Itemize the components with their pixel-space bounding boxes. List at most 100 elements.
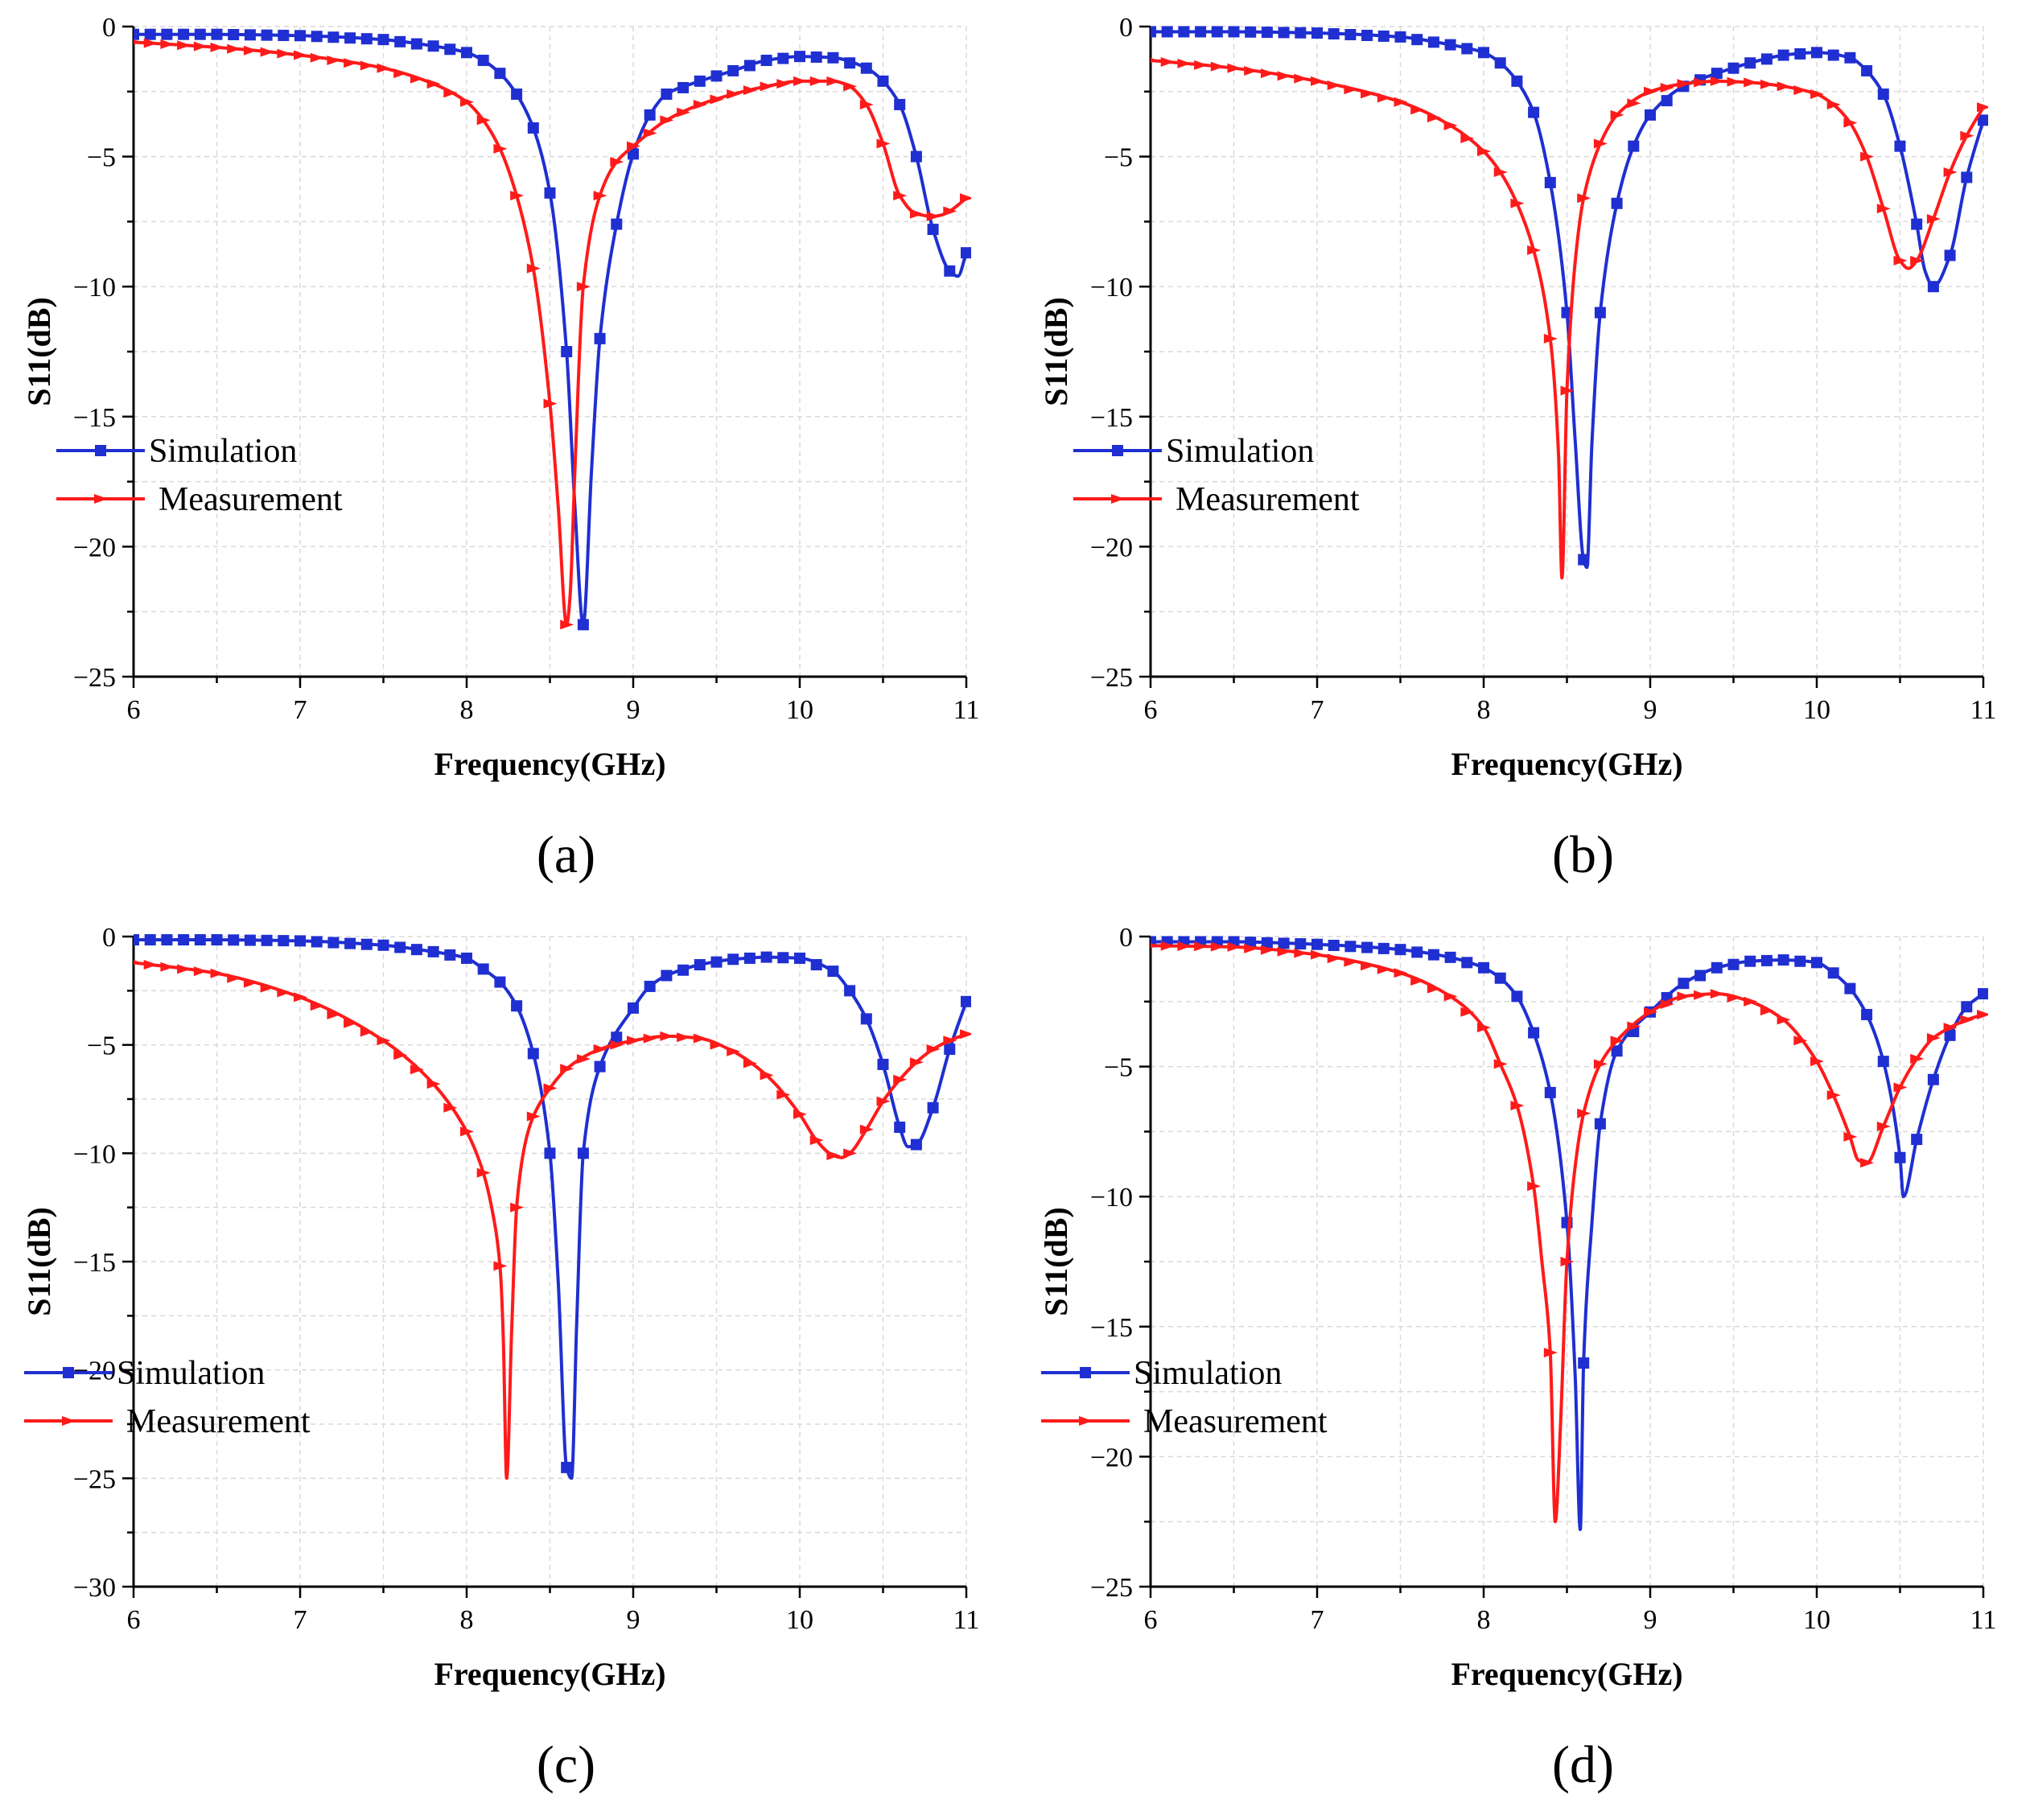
series-line-measurement — [1151, 944, 1984, 1524]
data-point — [1876, 204, 1891, 214]
data-point — [1893, 1082, 1908, 1093]
data-point — [1578, 1357, 1590, 1369]
data-point — [1210, 941, 1225, 952]
data-point — [177, 40, 191, 51]
data-point — [909, 208, 924, 219]
data-point — [927, 224, 939, 236]
data-point — [1711, 961, 1723, 974]
data-point — [1278, 937, 1290, 949]
data-point — [827, 966, 839, 978]
x-tick-label: 7 — [1311, 1605, 1324, 1635]
data-point — [161, 934, 173, 946]
data-point — [827, 51, 839, 64]
data-point — [394, 35, 406, 47]
data-point — [1344, 84, 1358, 95]
y-tick-label: −5 — [87, 1031, 116, 1061]
data-point — [1961, 171, 1973, 183]
data-point — [1227, 63, 1241, 73]
data-point — [461, 952, 472, 964]
data-point — [1894, 140, 1906, 152]
data-point — [927, 1101, 939, 1114]
series-simulation — [134, 28, 971, 631]
data-point — [526, 263, 541, 274]
data-point — [344, 1018, 358, 1028]
legend-marker — [1111, 494, 1125, 504]
data-point — [527, 1048, 539, 1060]
data-point — [1528, 1027, 1540, 1039]
x-tick-label: 11 — [953, 695, 980, 725]
data-point — [1844, 982, 1856, 994]
x-tick-label: 9 — [1644, 1605, 1657, 1635]
data-point — [610, 1040, 624, 1050]
data-point — [410, 73, 424, 84]
data-point — [961, 995, 971, 1007]
data-point — [894, 1122, 906, 1134]
data-point — [1160, 56, 1175, 67]
data-point — [1860, 1158, 1875, 1168]
data-point — [1577, 193, 1591, 204]
data-point — [844, 57, 856, 69]
data-point — [327, 937, 340, 949]
x-tick-label: 10 — [786, 1605, 813, 1635]
series-line-measurement — [134, 40, 968, 627]
data-point — [494, 976, 506, 988]
data-point — [577, 619, 589, 631]
data-point — [1478, 961, 1489, 974]
data-point — [227, 973, 241, 983]
data-point — [1260, 68, 1274, 79]
data-point — [693, 1033, 707, 1044]
data-point — [1311, 949, 1324, 960]
data-point — [1727, 76, 1741, 87]
data-point — [793, 76, 807, 86]
legend-marker — [1080, 1367, 1091, 1378]
data-point — [793, 1109, 807, 1119]
x-tick-label: 8 — [1477, 695, 1491, 725]
data-point — [1361, 961, 1375, 971]
data-point — [1744, 57, 1756, 69]
data-point — [1910, 255, 1925, 266]
data-point — [894, 98, 906, 110]
data-point — [544, 187, 556, 199]
x-tick-label: 7 — [294, 695, 307, 725]
data-point — [260, 982, 274, 993]
data-point — [1810, 89, 1824, 100]
data-point — [1361, 89, 1375, 99]
data-point — [593, 191, 607, 201]
data-point — [760, 81, 774, 92]
data-point — [743, 85, 757, 96]
data-point — [1151, 943, 1158, 949]
legend: Simulation Measurement — [56, 433, 343, 518]
data-point — [643, 1033, 657, 1044]
data-point — [1210, 61, 1225, 72]
data-point — [1344, 957, 1358, 967]
data-point — [859, 1124, 874, 1134]
y-tick-label: −20 — [73, 533, 116, 562]
chart-svg: 6 7 8 9 10 11 0 −5 −10 −15 −20 −25 Frequency(GHz) S11… — [1038, 13, 1996, 782]
y-tick-label: −25 — [1090, 663, 1133, 693]
legend: Simulation Measurement — [24, 1355, 311, 1440]
data-point — [1827, 967, 1839, 979]
data-point — [227, 43, 241, 54]
data-point — [410, 38, 422, 50]
series-measurement — [134, 38, 971, 630]
data-point — [1710, 989, 1724, 999]
data-point — [193, 966, 208, 977]
data-point — [460, 1126, 474, 1137]
data-point — [211, 934, 223, 946]
series-measurement — [134, 960, 971, 1480]
data-point — [1277, 946, 1291, 957]
y-axis-title: S11(dB) — [21, 1207, 57, 1316]
data-point — [1528, 106, 1540, 118]
data-point — [577, 1147, 589, 1159]
y-axis-title: S11(dB) — [1038, 1207, 1074, 1316]
data-point — [1394, 944, 1406, 956]
data-point — [1493, 1059, 1508, 1069]
data-point — [260, 47, 274, 57]
data-point — [311, 31, 323, 43]
y-tick-label: −15 — [1090, 1313, 1133, 1343]
data-point — [527, 122, 539, 134]
data-point — [360, 1027, 374, 1037]
data-point — [1461, 957, 1473, 969]
data-point — [1843, 117, 1858, 128]
data-point — [1694, 990, 1708, 1000]
